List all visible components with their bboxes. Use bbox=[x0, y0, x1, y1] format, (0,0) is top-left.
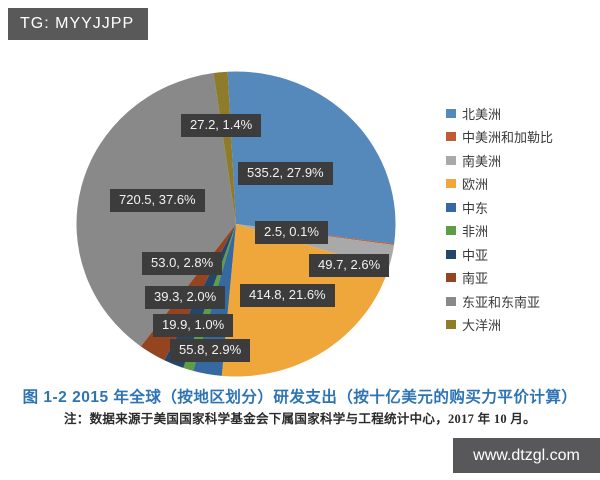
legend-swatch-icon bbox=[446, 179, 456, 188]
legend-swatch-icon bbox=[446, 132, 456, 141]
legend-item-ca-caribbean: 中美洲和加勒比 bbox=[446, 130, 554, 145]
legend-label: 大洋洲 bbox=[462, 318, 502, 333]
figure-note: 注：数据来源于美国国家科学基金会下属国家科学与工程统计中心，2017 年 10 … bbox=[64, 412, 536, 426]
pie-data-label-oceania: 27.2, 1.4% bbox=[181, 114, 262, 137]
pie-data-label-central-asia: 39.3, 2.0% bbox=[145, 286, 226, 309]
figure-caption: 图 1-2 2015 年全球（按地区划分）研发支出（按十亿美元的购买力平价计算） bbox=[22, 389, 578, 406]
legend-swatch-icon bbox=[446, 226, 456, 235]
legend-item-east-se-asia: 东亚和东南亚 bbox=[446, 294, 553, 310]
pie-data-label-ca-caribbean: 2.5, 0.1% bbox=[255, 221, 328, 244]
legend-item-europe: 欧洲 bbox=[446, 177, 553, 192]
legend-label: 中亚 bbox=[462, 247, 489, 263]
legend-label: 中东 bbox=[462, 200, 489, 216]
legend-label: 南亚 bbox=[462, 271, 489, 286]
pie-data-label-south-america: 49.7, 2.6% bbox=[309, 254, 390, 277]
legend-item-middle-east: 中东 bbox=[446, 200, 553, 216]
pie-data-label-east-se-asia: 720.5, 37.6% bbox=[110, 189, 205, 212]
legend-swatch-icon bbox=[446, 202, 456, 212]
channel-tag: TG: MYYJJPP bbox=[8, 8, 149, 40]
pie-data-label-north-america: 535.2, 27.9% bbox=[238, 162, 333, 185]
legend-label: 南美洲 bbox=[462, 153, 502, 169]
legend: 北美洲 中美洲和加勒比 南美洲 欧洲 中东 非洲 中亚 南亚 东亚和东南亚 大洋… bbox=[446, 106, 554, 333]
legend-item-oceania: 大洋洲 bbox=[446, 318, 553, 333]
legend-item-north-america: 北美洲 bbox=[446, 106, 553, 122]
pie-data-label-south-asia: 53.0, 2.8% bbox=[142, 252, 223, 275]
legend-swatch-icon bbox=[446, 273, 456, 282]
legend-label: 北美洲 bbox=[462, 106, 502, 122]
pie-data-label-europe: 414.8, 21.6% bbox=[240, 284, 335, 307]
legend-item-africa: 非洲 bbox=[446, 224, 553, 239]
legend-swatch-icon bbox=[446, 296, 456, 306]
legend-item-south-asia: 南亚 bbox=[446, 271, 553, 286]
pie-slice-1 bbox=[227, 71, 396, 244]
legend-swatch-icon bbox=[446, 155, 456, 165]
legend-swatch-icon bbox=[446, 249, 456, 259]
legend-item-central-asia: 中亚 bbox=[446, 247, 553, 263]
pie-data-label-middle-east: 55.8, 2.9% bbox=[170, 339, 251, 362]
legend-label: 非洲 bbox=[462, 224, 489, 239]
legend-item-south-america: 南美洲 bbox=[446, 153, 553, 169]
legend-label: 中美洲和加勒比 bbox=[462, 130, 554, 145]
legend-label: 欧洲 bbox=[462, 177, 489, 192]
legend-label: 东亚和东南亚 bbox=[462, 294, 541, 310]
pie-data-label-africa: 19.9, 1.0% bbox=[153, 314, 234, 337]
pie-slice-10 bbox=[213, 71, 236, 225]
legend-swatch-icon bbox=[446, 108, 456, 118]
legend-swatch-icon bbox=[446, 320, 456, 329]
watermark: www.dtzgl.com bbox=[453, 438, 600, 473]
